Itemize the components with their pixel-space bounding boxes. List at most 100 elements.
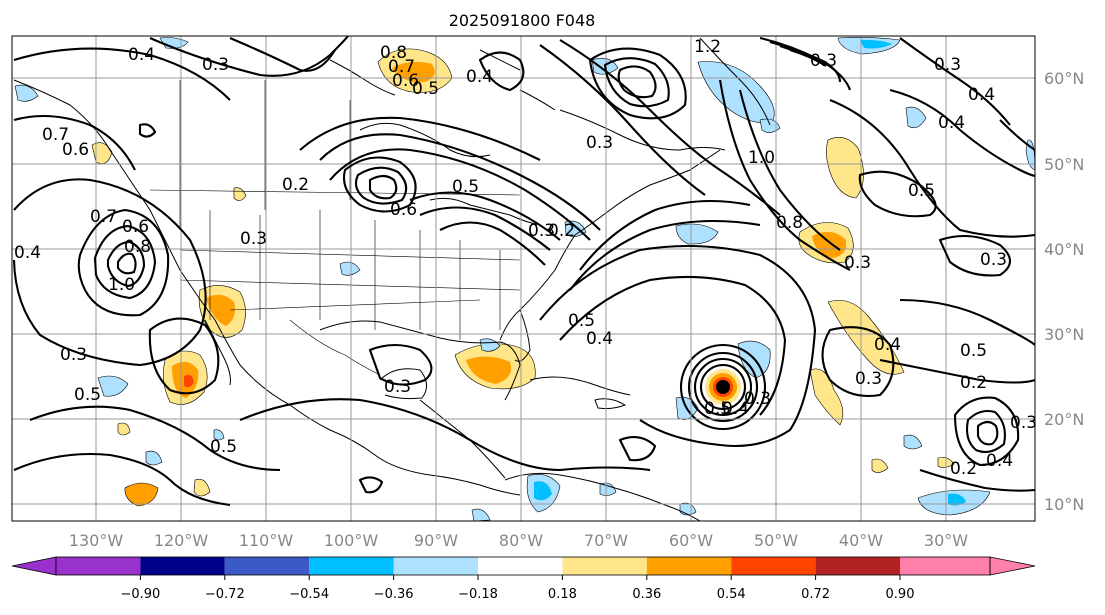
contour-label: 0.5 — [74, 385, 101, 405]
colorbar-extend-low — [11, 556, 57, 576]
contour-baja-1 — [148, 317, 220, 395]
shade-neg-bottom-mid — [471, 508, 491, 521]
contour-west-low-3 — [106, 240, 146, 288]
latitude-labels: 60°N 50°N 40°N 30°N 20°N 10°N — [1044, 69, 1084, 514]
colorbar-segment — [815, 557, 900, 575]
shade-neg-atl — [675, 223, 719, 245]
contour-lab-wide-1 — [559, 39, 781, 216]
colorbar-segment — [478, 557, 563, 575]
contour-label: 1.2 — [694, 37, 721, 57]
shade-pos-sw-pacific — [124, 482, 159, 507]
colorbar-frame — [55, 556, 991, 576]
lat-label: 60°N — [1044, 69, 1084, 88]
colorbar-tick-label: 0.72 — [801, 587, 830, 602]
shade-orange-west — [206, 294, 235, 326]
shade-neg-east-mid — [903, 434, 923, 450]
contour-greenland-low-4 — [789, 48, 827, 67]
contour-east-low-2 — [965, 409, 1006, 454]
shade-neg-top-2b — [860, 39, 892, 49]
contour-top-2 — [229, 37, 336, 72]
colorbar-tick-label: 0.90 — [886, 587, 915, 602]
contour-label: 0.4 — [986, 451, 1013, 471]
shade-orange-40n — [812, 231, 847, 258]
contour-label: 1.0 — [748, 148, 775, 168]
contour-canada-low-2 — [354, 166, 408, 205]
contour-subtropical-4 — [579, 199, 751, 271]
contour-east-low-3 — [976, 420, 999, 446]
colorbar-tick-label: 0.54 — [717, 587, 746, 602]
contour-subtropical-2 — [559, 275, 787, 416]
contour-label: 0.4 — [14, 243, 41, 263]
coastlines — [13, 37, 771, 521]
contour-label: 0.4 — [874, 335, 901, 355]
contour-label: 0.3 — [980, 250, 1007, 270]
contour-label: 0.8 — [776, 213, 803, 233]
shade-neg-greenland — [759, 118, 781, 133]
contour-tropical-1 — [239, 398, 651, 472]
contour-lines — [12, 36, 1035, 507]
shade-orange-north-top — [392, 61, 435, 83]
contour-west-outer — [12, 178, 207, 367]
contour-great-lakes-1 — [409, 191, 561, 241]
colorbar-segment — [646, 557, 732, 575]
shade-pos-small-4 — [117, 422, 131, 436]
coast-great-lakes — [429, 197, 541, 226]
contour-subtropical-3 — [569, 219, 761, 291]
coast-hispaniola — [594, 398, 627, 410]
contour-atl-east-2 — [889, 88, 1035, 178]
coast-hudson — [359, 122, 491, 158]
lon-label: 100°W — [324, 531, 379, 550]
contour-label: 0.3 — [1010, 413, 1037, 433]
contour-nw-small — [138, 123, 157, 138]
contour-east-wide-3 — [919, 469, 1035, 492]
contour-nw-2 — [13, 47, 231, 101]
contour-label: 0.5 — [960, 341, 987, 361]
contour-label: 0.4 — [586, 329, 613, 349]
shade-pos-pacific — [91, 142, 113, 164]
lat-label: 50°N — [1044, 155, 1084, 174]
contour-label: 0.3 — [60, 345, 87, 365]
contour-atl-40n — [938, 234, 1012, 277]
contour-label: 0.7 — [42, 125, 69, 145]
coast-greenland — [699, 37, 771, 126]
colorbar-segment — [562, 557, 647, 575]
lon-label: 80°W — [499, 531, 543, 550]
contour-label: 0.6 — [392, 71, 419, 91]
contour-label: 0.4 — [722, 399, 749, 419]
contour-label: 0.6 — [62, 140, 89, 160]
contour-label: 0.5 — [210, 437, 237, 457]
contour-label: 0.3 — [844, 253, 871, 273]
contour-great-lakes-2 — [419, 206, 551, 251]
colorbar-segment — [900, 557, 990, 575]
lon-label: 110°W — [239, 531, 294, 550]
contour-great-lakes-3 — [439, 221, 546, 266]
shade-pos-35w — [809, 368, 844, 426]
shade-red-baja — [184, 374, 194, 388]
lon-label: 120°W — [154, 531, 209, 550]
colorbar-tick-label: −0.54 — [289, 587, 329, 602]
contour-label: 0.5 — [568, 311, 595, 331]
colorbar-segment — [731, 557, 816, 575]
lat-label: 40°N — [1044, 240, 1084, 259]
lon-label: 50°W — [754, 531, 798, 550]
colorbar-tick-label: −0.36 — [374, 587, 414, 602]
shade-orange-gulf — [466, 356, 512, 384]
lon-label: 90°W — [414, 531, 458, 550]
shade-pos-30n — [827, 299, 905, 375]
contour-sa-small — [618, 436, 657, 462]
contour-mex-small — [358, 476, 384, 494]
contour-canada-wide-1 — [319, 133, 601, 231]
colorbar-tick-label: 0.36 — [632, 587, 661, 602]
contour-west-low-4 — [116, 252, 137, 275]
colorbar-tick-label: 0.18 — [548, 587, 577, 602]
shade-neg-south-3b — [948, 493, 966, 506]
contour-tropical-3 — [13, 452, 231, 507]
coast-east — [519, 149, 721, 311]
colorbar: −0.90 −0.72 −0.54 −0.36 −0.18 0.18 0.36 … — [11, 556, 1036, 602]
contour-label: 0.3 — [855, 369, 882, 389]
contour-label: 0.3 — [202, 55, 229, 75]
coast-yucatan — [379, 368, 427, 400]
shade-neg-east-coast — [564, 220, 587, 237]
lat-label: 10°N — [1044, 495, 1084, 514]
